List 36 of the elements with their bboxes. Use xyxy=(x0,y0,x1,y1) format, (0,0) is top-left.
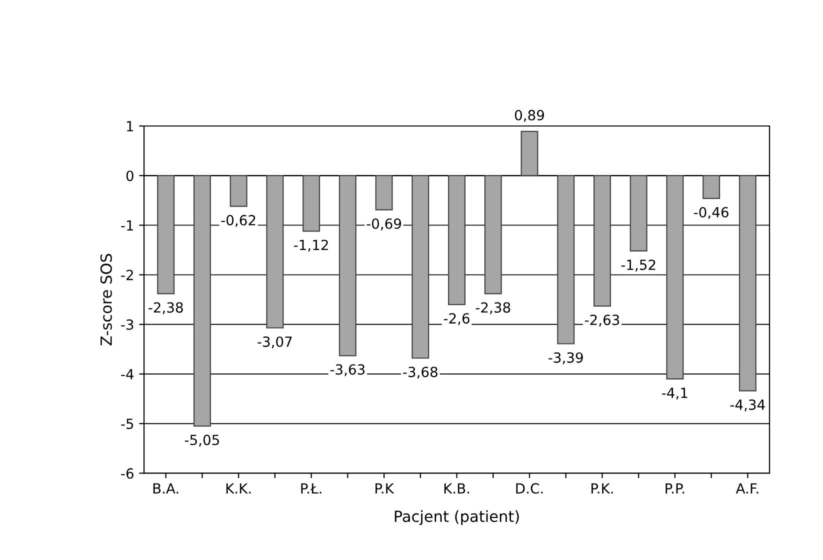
data-label: -2,38 xyxy=(476,302,510,314)
data-label: -4,1 xyxy=(662,388,688,400)
x-tick-label: B.A. xyxy=(153,483,178,494)
data-label: -0,62 xyxy=(221,214,256,227)
x-axis-title: Pacjent (patient) xyxy=(394,510,519,526)
x-tick-label: K.B. xyxy=(444,483,469,494)
y-tick-label: -5 xyxy=(121,418,134,430)
x-tick-label: P.K. xyxy=(592,483,613,494)
data-label: -2,6 xyxy=(444,313,470,326)
data-label: -5,05 xyxy=(184,434,219,447)
x-tick-label: P.K xyxy=(376,483,394,494)
x-tick-label: A.F. xyxy=(736,483,758,494)
data-label: -3,68 xyxy=(403,366,438,379)
y-tick-label: 1 xyxy=(126,121,134,132)
data-label: -2,38 xyxy=(148,302,183,314)
y-tick-label: -4 xyxy=(121,369,134,380)
x-tick-label: D.C. xyxy=(516,483,543,494)
y-tick-label: -6 xyxy=(121,468,134,479)
y-tick-label: -2 xyxy=(121,270,133,280)
y-tick-label: 0 xyxy=(126,170,134,182)
data-label: -2,63 xyxy=(584,314,620,327)
data-label: 0,89 xyxy=(514,110,544,122)
data-label: -4,34 xyxy=(730,399,765,412)
data-label: -1,12 xyxy=(294,240,328,252)
y-tick-label: -1 xyxy=(121,220,134,230)
data-label: -1,52 xyxy=(621,260,656,272)
y-tick-label: -3 xyxy=(121,319,134,330)
x-tick-label: P.P. xyxy=(666,483,684,494)
x-tick-label: K.K. xyxy=(226,483,251,494)
data-label: -3,07 xyxy=(258,336,292,348)
x-tick-label: P.Ł. xyxy=(301,483,322,494)
data-label: -3,63 xyxy=(330,364,365,376)
data-label: -0,69 xyxy=(366,218,402,230)
y-axis-title: Z-score SOS xyxy=(100,254,112,346)
data-label: -3,39 xyxy=(548,352,583,364)
data-label: -0,46 xyxy=(694,206,728,219)
